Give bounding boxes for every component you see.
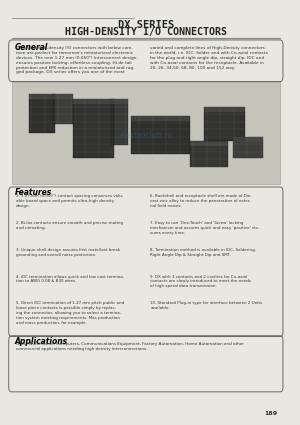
Bar: [204, 107, 245, 112]
Bar: [190, 141, 227, 146]
Bar: [111, 99, 128, 145]
Bar: [73, 99, 114, 158]
Bar: [52, 94, 73, 99]
Text: DX series high-density I/O connectors with below com-
mon are perfect for tomorr: DX series high-density I/O connectors wi…: [16, 46, 136, 74]
Text: Applications: Applications: [15, 337, 68, 346]
Text: 3. Unique shell design assures first mate/last break
grounding and overall noise: 3. Unique shell design assures first mat…: [16, 248, 120, 257]
Text: HIGH-DENSITY I/O CONNECTORS: HIGH-DENSITY I/O CONNECTORS: [65, 27, 227, 37]
Text: DX SERIES: DX SERIES: [118, 20, 174, 31]
Bar: [204, 107, 245, 141]
Bar: [52, 94, 73, 124]
Bar: [190, 141, 227, 167]
Text: 8. Termination method is available in IDC, Soldering,
Right Angle Dip & Straight: 8. Termination method is available in ID…: [150, 248, 256, 257]
Text: General: General: [15, 42, 48, 51]
Text: Office Automation, Computers, Communications Equipment, Factory Automation, Home: Office Automation, Computers, Communicat…: [16, 342, 244, 351]
Text: Features: Features: [15, 188, 52, 197]
Bar: [233, 137, 262, 142]
Text: 10. Standard Plug-in type for interface between 2 Units
available.: 10. Standard Plug-in type for interface …: [150, 301, 262, 310]
Bar: [131, 116, 190, 121]
Text: 9. DX with 3 contacts and 2 cavities for Co-axial
contacts are slowly introduced: 9. DX with 3 contacts and 2 cavities for…: [150, 275, 251, 288]
Text: 4. IDC termination allows quick and low cost termina-
tion to AWG 0.08 & B30 wir: 4. IDC termination allows quick and low …: [16, 275, 124, 283]
Bar: [12, 82, 280, 184]
Bar: [29, 94, 56, 99]
Text: 6. Backshell and receptacle shell are made of Die-
cast zinc alloy to reduce the: 6. Backshell and receptacle shell are ma…: [150, 194, 252, 208]
Text: 5. Direct IDC termination of 1.27 mm pitch public and
loose piece contacts is po: 5. Direct IDC termination of 1.27 mm pit…: [16, 301, 124, 325]
Bar: [233, 137, 262, 158]
Bar: [111, 99, 128, 104]
Bar: [131, 116, 190, 154]
Bar: [73, 99, 114, 104]
Text: 189: 189: [264, 411, 277, 416]
Text: electroclub.ru: electroclub.ru: [119, 130, 172, 139]
Text: 7. Easy to use 'One-Touch' and 'Screw' locking
mechanism and assures quick and e: 7. Easy to use 'One-Touch' and 'Screw' l…: [150, 221, 260, 235]
Text: varied and complete lines of High-Density connectors
in the world, i.e. IDC, Sol: varied and complete lines of High-Densit…: [150, 46, 268, 70]
Text: 2. Bi-lox contacts ensure smooth and precise mating
and unmating.: 2. Bi-lox contacts ensure smooth and pre…: [16, 221, 123, 230]
Bar: [29, 94, 56, 133]
Text: 1. 1.27 mm (0.050") contact spacing conserves valu-
able board space and permits: 1. 1.27 mm (0.050") contact spacing cons…: [16, 194, 123, 208]
